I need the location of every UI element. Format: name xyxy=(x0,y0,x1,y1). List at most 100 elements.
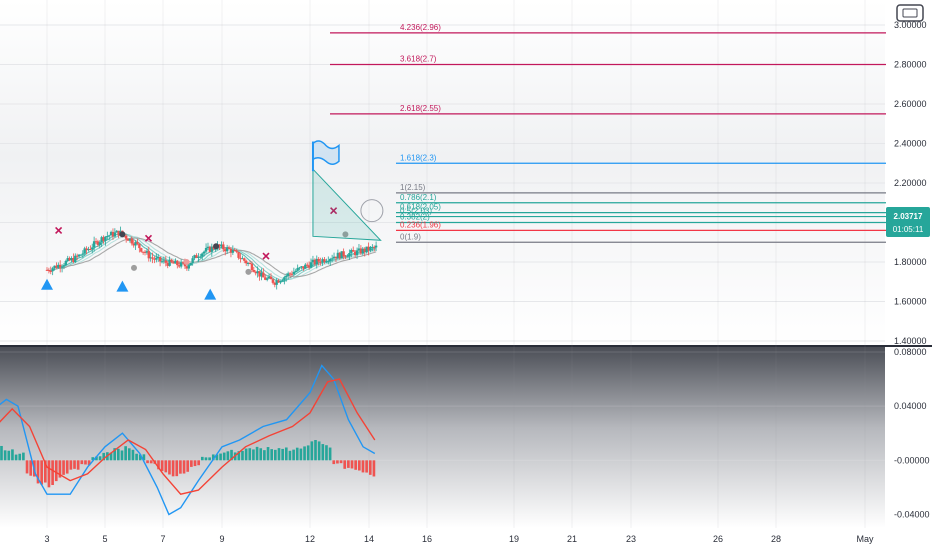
triangle-pattern-drawing xyxy=(312,167,382,241)
buy-triangle-marker xyxy=(41,278,53,290)
fib-level-label: 0.236(1.96) xyxy=(400,220,441,229)
macd-histogram-bar xyxy=(3,450,7,461)
candle-body xyxy=(178,265,181,267)
macd-histogram-bar xyxy=(18,453,22,461)
fibonacci-extension[interactable]: 4.236(2.96) 3.618(2.7) 2.618(2.55) 1.618(2.… xyxy=(330,23,886,243)
moving-average-line xyxy=(46,235,377,280)
candle-body xyxy=(340,251,343,259)
macd-histogram-bar xyxy=(325,445,328,461)
candle-body xyxy=(51,268,54,272)
moving-average-line xyxy=(46,237,377,278)
macd-histogram-bar xyxy=(87,460,91,466)
candle-body xyxy=(166,262,169,266)
candle-body xyxy=(58,264,62,268)
candlestick-series xyxy=(45,226,378,290)
macd-histogram-bar xyxy=(36,460,40,484)
macd-histogram-bar xyxy=(284,447,288,461)
candle-body xyxy=(143,251,147,253)
time-axis-label: 3 xyxy=(44,534,49,544)
candle-body xyxy=(195,255,198,258)
candle-body xyxy=(246,262,250,264)
candle-body xyxy=(77,254,81,257)
candle-body xyxy=(117,230,120,236)
candle-body xyxy=(311,259,315,263)
candle-body xyxy=(218,244,221,247)
candle-body xyxy=(79,254,83,256)
fib-level-label: 1.618(2.3) xyxy=(400,153,437,162)
candle-body xyxy=(181,262,185,264)
macd-histogram-bar xyxy=(84,460,87,465)
candle-body xyxy=(68,258,71,261)
drawing-tools[interactable] xyxy=(311,140,384,241)
sell-x-marker xyxy=(330,207,338,215)
macd-histogram-bar xyxy=(73,460,76,469)
candle-body xyxy=(374,245,378,248)
macd-histogram-bar xyxy=(365,460,368,473)
candle-body xyxy=(239,257,242,259)
candle-body xyxy=(158,256,162,262)
macd-histogram-bar xyxy=(29,460,33,476)
candle-body xyxy=(49,270,52,272)
macd-histogram-bar xyxy=(98,456,102,461)
candle-body xyxy=(138,243,141,249)
macd-histogram-bar xyxy=(208,457,211,461)
candle-body xyxy=(371,246,374,248)
candle-body xyxy=(141,251,145,253)
candle-body xyxy=(57,264,60,268)
candle-body xyxy=(96,241,100,245)
osc-axis-label: -0.00000 xyxy=(894,455,930,465)
macd-histogram-bar xyxy=(343,460,347,469)
candle-body xyxy=(327,261,330,263)
candle-body xyxy=(353,251,357,256)
time-axis-label: 23 xyxy=(626,534,636,544)
candle-body xyxy=(283,277,286,281)
time-axis-label: 7 xyxy=(160,534,165,544)
fib-level-label: 2.618(2.55) xyxy=(400,104,441,113)
candle-body xyxy=(111,231,115,237)
candle-body xyxy=(199,256,202,258)
circle-annotation xyxy=(360,199,384,223)
time-axis-label: 5 xyxy=(102,534,107,544)
candle-body xyxy=(243,258,246,261)
macd-histogram-bar xyxy=(109,452,113,461)
flag-icon xyxy=(312,140,340,165)
osc-axis-label: 0.04000 xyxy=(894,401,927,411)
candle-body xyxy=(357,248,361,251)
macd-histogram-bar xyxy=(336,460,339,464)
chart-settings-button[interactable] xyxy=(896,4,924,22)
candle-body xyxy=(373,246,376,248)
price-label-countdown: 01:05:11 xyxy=(893,225,924,234)
macd-histogram-bar xyxy=(244,448,248,461)
price-label-value: 2.03717 xyxy=(894,212,923,221)
macd-histogram-bar xyxy=(197,460,200,466)
candle-body xyxy=(315,258,318,265)
candle-body xyxy=(302,266,305,269)
macd-histogram-bar xyxy=(226,451,230,461)
candle-body xyxy=(75,255,79,257)
candle-body xyxy=(201,253,204,257)
macd-line xyxy=(0,364,376,516)
signal-dot-marker xyxy=(131,264,137,271)
candle-body xyxy=(346,256,349,258)
candle-body xyxy=(334,256,338,259)
candle-body xyxy=(191,258,194,263)
macd-histogram-bar xyxy=(182,460,186,474)
candle-body xyxy=(151,257,154,259)
macd-histogram-bar xyxy=(91,457,95,461)
macd-histogram-bar xyxy=(237,451,241,461)
candle-body xyxy=(64,261,68,266)
macd-histogram-bar xyxy=(288,450,292,461)
signal-line xyxy=(0,378,376,495)
oscillator-pane-background xyxy=(0,346,885,528)
macd-histogram-bar xyxy=(215,454,219,461)
time-axis-label: 14 xyxy=(364,534,374,544)
signal-dot-marker xyxy=(342,231,349,238)
macd-histogram-bar xyxy=(11,449,14,461)
candle-body xyxy=(140,248,143,252)
candle-body xyxy=(306,264,309,266)
macd-histogram-bar xyxy=(127,448,131,461)
macd-histogram-bar xyxy=(281,448,284,461)
macd-histogram-bar xyxy=(22,452,25,461)
